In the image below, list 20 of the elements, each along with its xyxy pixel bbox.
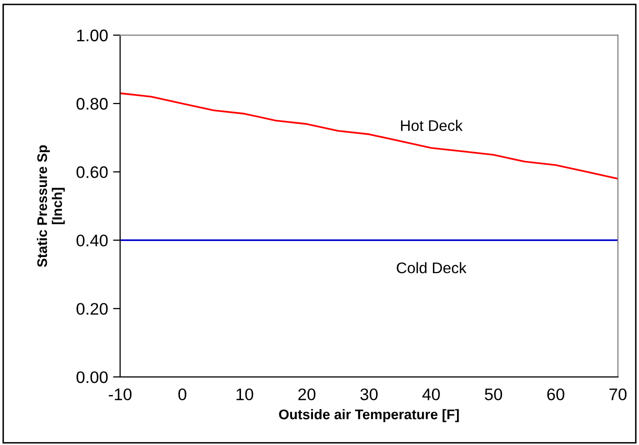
x-tick-label: 60 (547, 388, 564, 400)
line-series (120, 92, 618, 180)
y-tick-label: 0.40 (76, 234, 108, 246)
x-tick-label: 20 (298, 388, 316, 400)
y-tick-label: 0.00 (76, 371, 108, 384)
x-tick-label: 70 (610, 388, 627, 400)
y-axis-title: Static Pressure Sp [Inch] (36, 145, 65, 268)
x-tick-label: 40 (422, 388, 440, 400)
y-tick-label: 0.60 (76, 166, 108, 178)
x-tick-label: 50 (484, 388, 502, 400)
series-label: Cold Deck (396, 262, 467, 274)
x-tick-label: 30 (360, 388, 378, 400)
x-axis-title: Outside air Temperature [F] (279, 409, 459, 422)
y-tick-label: 1.00 (77, 30, 108, 42)
y-tick-label: 0.20 (76, 302, 108, 315)
x-tick-label: 10 (236, 388, 254, 400)
series-label: Hot Deck (401, 120, 463, 132)
x-tick-label: 0 (178, 388, 186, 400)
y-tick-label: 0.80 (76, 98, 108, 110)
x-tick-label: -10 (108, 388, 132, 400)
